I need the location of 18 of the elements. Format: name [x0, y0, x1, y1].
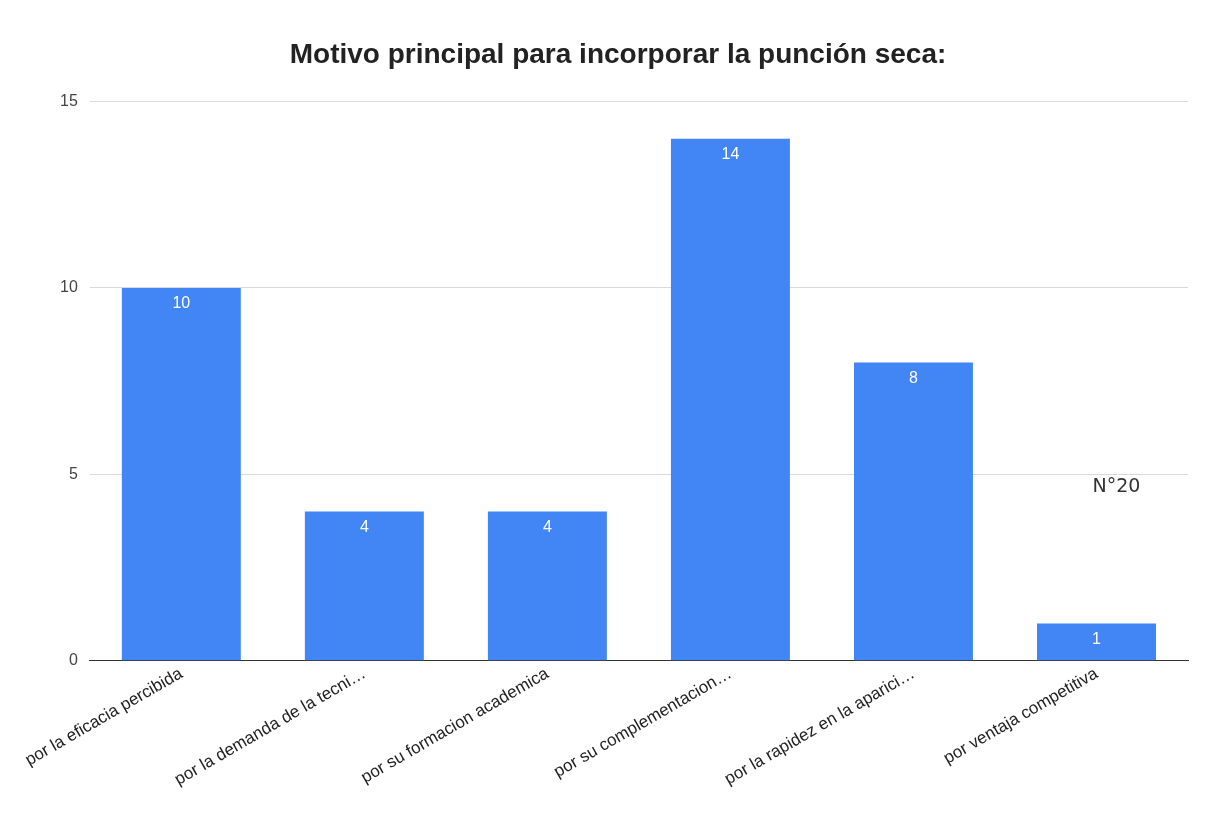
- data-label: 1: [1092, 629, 1102, 647]
- bar: [670, 138, 790, 661]
- y-tick-label: 15: [60, 92, 78, 110]
- data-label: 8: [909, 368, 918, 386]
- chart-title: Motivo principal para incorporar la punción seca:: [289, 37, 947, 69]
- bar: [853, 362, 973, 661]
- data-label: 4: [359, 517, 369, 535]
- annotation: N°20: [1092, 474, 1141, 497]
- data-label: 4: [542, 517, 552, 535]
- bar: [487, 511, 607, 661]
- bar: [121, 287, 241, 661]
- y-tick-label: 10: [60, 278, 78, 296]
- y-tick-label: 5: [68, 464, 78, 482]
- y-tick-label: 0: [68, 651, 78, 669]
- bar: [304, 511, 424, 661]
- bar: [1037, 623, 1156, 661]
- data-label: 14: [721, 145, 740, 163]
- data-label: 10: [172, 294, 191, 312]
